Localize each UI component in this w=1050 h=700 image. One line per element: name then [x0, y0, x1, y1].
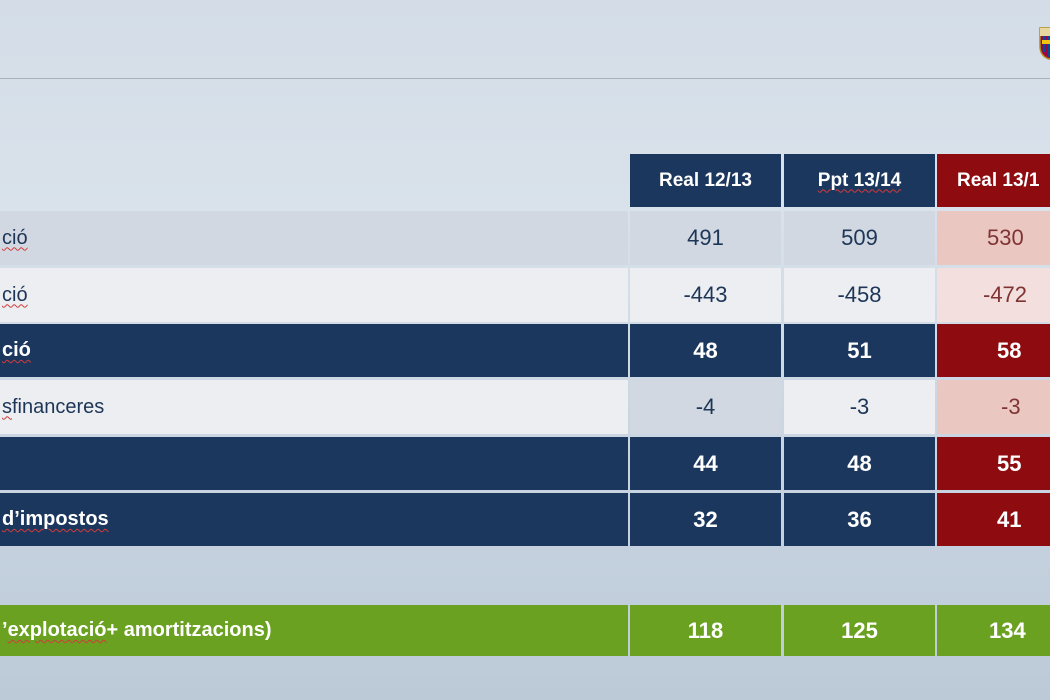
table-cell: 36 [784, 493, 935, 546]
table-cell: -458 [784, 268, 935, 322]
row-label-ebitda: ’ explotació + amortitzacions) [0, 605, 628, 656]
column-header-real-12-13: Real 12/13 [630, 154, 781, 207]
row-label-expenses: ció [0, 268, 628, 322]
table-cell: 58 [937, 324, 1050, 377]
table-cell: 41 [937, 493, 1050, 546]
row-label-text-post: financeres [12, 395, 105, 418]
title-divider-line [0, 78, 1050, 79]
table-cell: -4 [630, 380, 781, 434]
table-cell: 48 [784, 437, 935, 490]
row-label-text-pre: ’ [2, 619, 8, 641]
row-label-after-tax-result: d’impostos [0, 493, 628, 546]
row-label-text: explotació [7, 619, 107, 641]
row-label-text: s [2, 395, 12, 418]
table-cell: 530 [937, 211, 1050, 265]
table-cell: -3 [937, 380, 1050, 434]
club-crest-logo [1038, 26, 1050, 60]
column-header-ppt-13-14-text: Ppt 13/14 [817, 169, 902, 191]
row-label-text: ció [2, 283, 28, 306]
row-label-text-post: + amortitzacions) [106, 619, 272, 641]
table-cell: 48 [630, 324, 781, 377]
table-cell: 509 [784, 211, 935, 265]
table-cell: -3 [784, 380, 935, 434]
row-label-text: d’impostos [2, 508, 109, 530]
row-label-text: ció [2, 339, 31, 361]
table-cell: 491 [630, 211, 781, 265]
row-label-financial-results: s financeres [0, 380, 628, 434]
table-cell: 118 [630, 605, 781, 656]
row-label-income: ció [0, 211, 628, 265]
table-cell: -472 [937, 268, 1050, 322]
row-label-operating-result: ció [0, 324, 628, 377]
row-label-text: ció [2, 226, 28, 249]
table-cell: 51 [784, 324, 935, 377]
table-cell: 55 [937, 437, 1050, 490]
column-header-ppt-13-14: Ppt 13/14 [784, 154, 935, 207]
table-cell: 134 [937, 605, 1050, 656]
table-cell: 44 [630, 437, 781, 490]
row-label-pre-tax-result [0, 437, 628, 490]
table-cell: 125 [784, 605, 935, 656]
column-header-real-13-14: Real 13/1 [937, 154, 1050, 207]
table-cell: 32 [630, 493, 781, 546]
table-cell: -443 [630, 268, 781, 322]
